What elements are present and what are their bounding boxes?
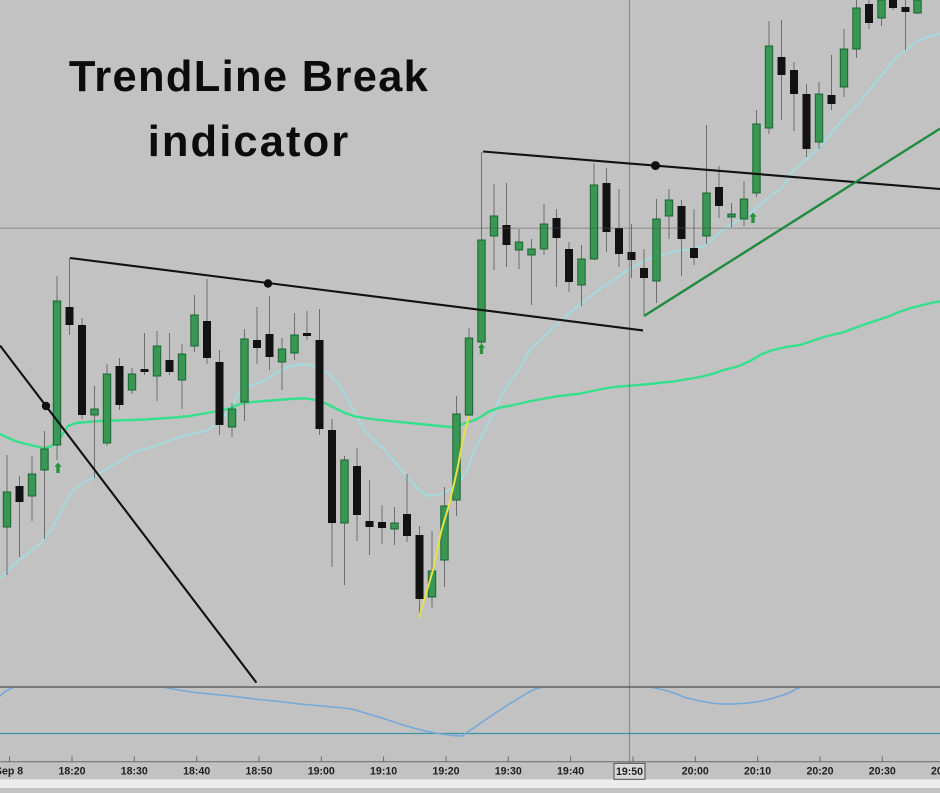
svg-text:19:40: 19:40 [557,766,584,778]
svg-text:20:00: 20:00 [682,766,709,778]
svg-text:20:10: 20:10 [744,766,771,778]
svg-text:19:10: 19:10 [370,766,397,778]
svg-text:19:50: 19:50 [616,766,643,778]
svg-text:18:50: 18:50 [245,766,272,778]
svg-text:indicator: indicator [148,118,351,166]
svg-text:20:30: 20:30 [869,766,896,778]
svg-text:19:20: 19:20 [432,766,459,778]
svg-text:20:40: 20:40 [931,766,940,778]
svg-text:19:30: 19:30 [495,766,522,778]
svg-text:20:20: 20:20 [806,766,833,778]
svg-text:18:30: 18:30 [121,766,148,778]
svg-text:TrendLine Break: TrendLine Break [69,53,429,101]
svg-text:18:20: 18:20 [58,766,85,778]
svg-text:19:00: 19:00 [308,766,335,778]
svg-text:18:40: 18:40 [183,766,210,778]
svg-text:Sep 8: Sep 8 [0,766,23,778]
